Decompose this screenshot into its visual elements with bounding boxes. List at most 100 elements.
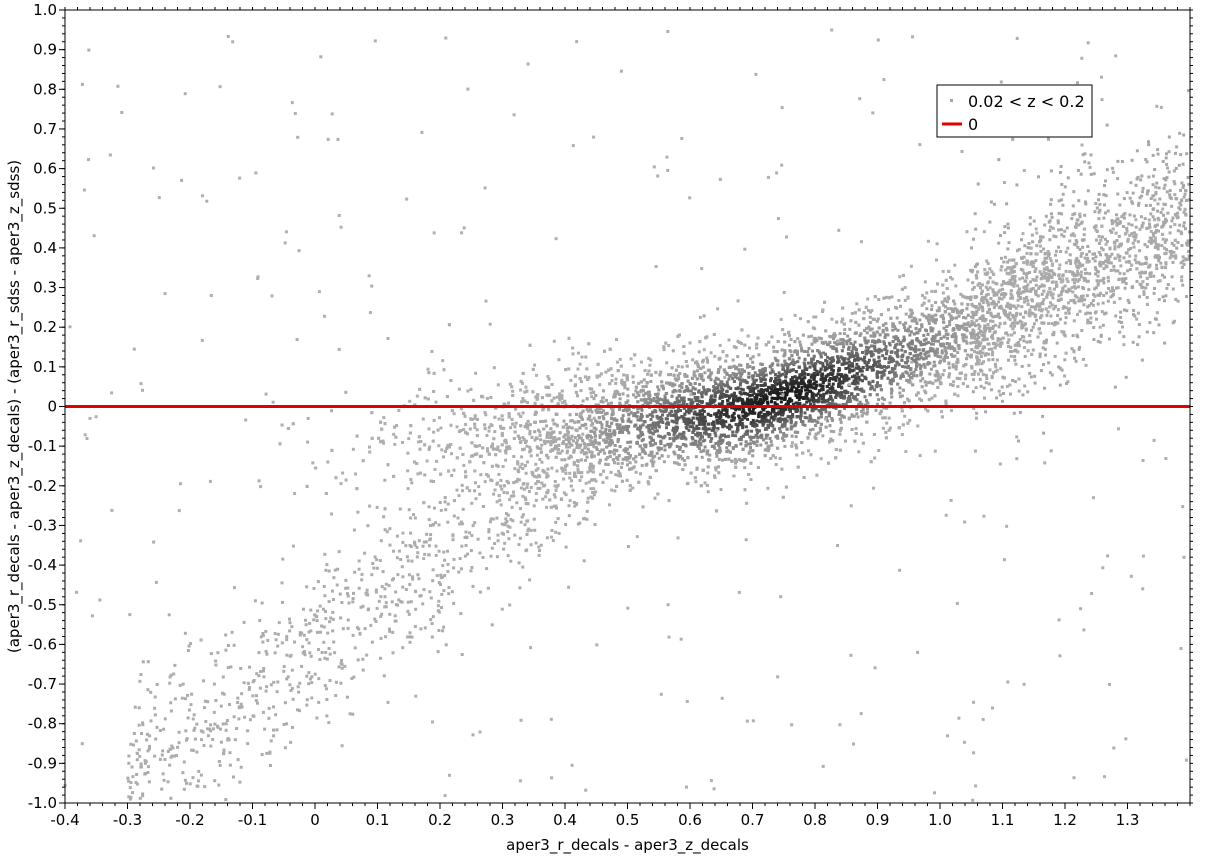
data-point: [694, 455, 698, 459]
data-point: [840, 320, 844, 324]
data-point: [1114, 269, 1118, 273]
data-point: [656, 399, 660, 403]
data-point: [956, 344, 960, 348]
data-point: [658, 408, 662, 412]
data-point: [812, 398, 816, 402]
data-point: [944, 329, 948, 333]
data-point: [826, 419, 830, 423]
data-point: [1021, 268, 1025, 272]
data-point: [714, 441, 718, 445]
data-point: [843, 406, 846, 410]
data-point: [754, 378, 758, 382]
data-point: [795, 453, 799, 457]
data-point: [1017, 247, 1021, 251]
data-point: [781, 328, 785, 332]
data-point: [676, 374, 680, 377]
data-point: [718, 396, 722, 400]
data-point: [576, 394, 579, 398]
data-point: [676, 335, 680, 338]
data-point: [828, 411, 832, 415]
data-point: [773, 356, 777, 360]
data-point: [850, 414, 854, 418]
data-point: [964, 377, 967, 381]
data-point: [897, 363, 901, 367]
data-point: [932, 360, 936, 364]
data-point: [782, 432, 786, 435]
data-point: [948, 320, 952, 324]
data-point: [814, 387, 818, 390]
data-point: [976, 333, 979, 336]
data-point: [713, 474, 716, 478]
data-point: [923, 389, 927, 393]
data-point: [537, 428, 540, 432]
data-point: [678, 372, 682, 375]
data-point: [993, 346, 997, 350]
data-point: [545, 424, 549, 428]
data-point: [579, 471, 583, 475]
data-point: [599, 372, 603, 376]
data-point: [521, 371, 525, 375]
data-point: [890, 391, 893, 395]
data-point: [611, 458, 615, 462]
data-point: [930, 304, 934, 308]
data-point: [964, 339, 968, 343]
data-point: [751, 418, 755, 422]
data-point: [811, 427, 815, 431]
data-point: [811, 349, 814, 353]
data-point: [808, 382, 812, 386]
data-point: [571, 346, 575, 350]
data-point: [893, 367, 897, 371]
data-point: [749, 357, 753, 361]
data-point: [1025, 276, 1029, 280]
data-point: [806, 353, 810, 357]
data-point: [912, 370, 916, 374]
data-point: [718, 441, 722, 445]
data-point: [876, 370, 879, 374]
data-point: [564, 438, 568, 441]
data-point: [926, 381, 930, 385]
data-point: [640, 464, 644, 467]
data-point: [808, 416, 812, 420]
data-point: [803, 388, 807, 392]
data-point: [576, 367, 580, 371]
data-point: [710, 437, 714, 441]
data-point: [746, 354, 749, 358]
data-point: [878, 363, 882, 367]
data-point: [872, 339, 876, 343]
data-point: [459, 407, 463, 411]
data-point: [721, 425, 725, 429]
data-point: [858, 378, 862, 382]
data-point: [925, 307, 929, 311]
data-point: [406, 451, 410, 455]
data-point: [415, 462, 419, 465]
data-point: [794, 394, 798, 397]
data-point: [834, 378, 838, 382]
data-point: [1066, 301, 1070, 305]
data-point: [764, 373, 768, 377]
data-point: [981, 347, 985, 351]
data-point: [751, 383, 755, 386]
data-point: [665, 426, 668, 430]
data-point: [946, 295, 950, 299]
data-point: [631, 380, 635, 384]
data-point: [710, 428, 714, 432]
data-point: [627, 431, 631, 435]
data-point: [874, 408, 878, 412]
data-point: [931, 342, 935, 346]
data-point: [616, 440, 620, 444]
data-point: [986, 303, 990, 307]
data-point: [865, 364, 869, 368]
data-point: [983, 268, 987, 272]
data-point: [961, 336, 965, 340]
data-point: [598, 450, 602, 454]
data-point: [259, 485, 263, 489]
data-point: [409, 478, 413, 481]
data-point: [397, 409, 401, 412]
data-point: [858, 400, 862, 404]
data-point: [562, 419, 566, 423]
data-point: [425, 459, 429, 463]
data-point: [695, 377, 699, 381]
data-point: [1027, 311, 1031, 315]
data-point: [962, 322, 966, 326]
